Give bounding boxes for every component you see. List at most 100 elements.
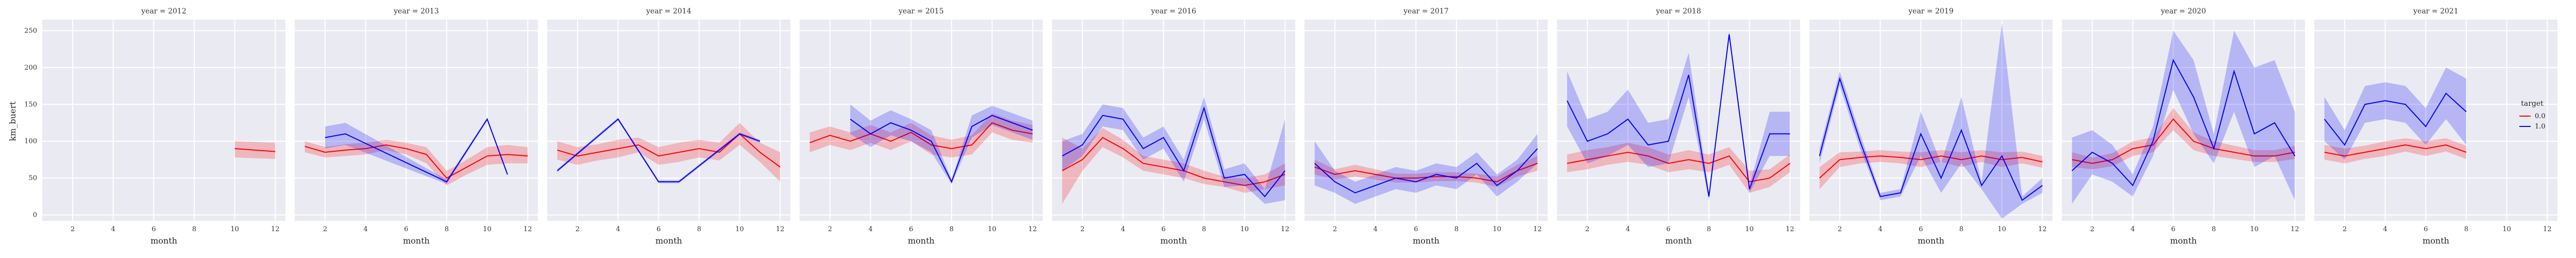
x-tick-label: 12 xyxy=(1028,225,1037,233)
facet-panel-8: 2 4 6 8 10 12 year = 2020 month xyxy=(2062,7,2305,246)
x-axis-label: month xyxy=(2422,236,2449,246)
x-tick-label: 2 xyxy=(323,225,327,233)
x-axis-label: month xyxy=(1160,236,1187,246)
x-tick-label: 10 xyxy=(735,225,744,233)
series-line-0.0 xyxy=(304,144,528,179)
x-axis-label: month xyxy=(655,236,682,246)
y-tick-label: 200 xyxy=(24,64,37,72)
x-tick-label: 6 xyxy=(151,225,156,233)
facet-panel-9: 2 4 6 8 10 12 year = 2021 month xyxy=(2314,7,2557,246)
x-axis-label: month xyxy=(1665,236,1692,246)
facet-panel-5: 2 4 6 8 10 12 year = 2017 month xyxy=(1304,7,1548,246)
panel-title: year = 2014 xyxy=(646,7,691,15)
series-line-1.0 xyxy=(850,115,1033,183)
x-tick-label: 8 xyxy=(1959,225,1963,233)
y-axis-label: km_buert xyxy=(8,101,18,141)
x-tick-label: 2 xyxy=(575,225,580,233)
x-tick-label: 12 xyxy=(271,225,280,233)
x-tick-label: 12 xyxy=(2291,225,2299,233)
panel-background xyxy=(1052,20,1295,221)
facet-panel-2: 2 4 6 8 10 12 year = 2014 month xyxy=(547,7,790,246)
x-tick-label: 2 xyxy=(1838,225,1842,233)
series-line-0.0 xyxy=(1062,137,1285,186)
series-line-0.0 xyxy=(809,122,1033,150)
series-line-0.0 xyxy=(2072,118,2295,164)
panel-title: year = 2012 xyxy=(141,7,187,15)
series-line-1.0 xyxy=(325,118,508,183)
facet-panel-7: 2 4 6 8 10 12 year = 2019 month xyxy=(1809,7,2053,246)
x-tick-label: 4 xyxy=(2383,225,2387,233)
x-tick-label: 8 xyxy=(2212,225,2216,233)
series-line-1.0 xyxy=(557,118,760,183)
x-tick-label: 10 xyxy=(2502,225,2511,233)
series-line-0.0 xyxy=(234,148,276,152)
series-line-0.0 xyxy=(1314,163,1538,183)
panel-background xyxy=(2062,20,2305,221)
x-tick-label: 12 xyxy=(2038,225,2047,233)
x-tick-label: 8 xyxy=(950,225,954,233)
legend-title: target xyxy=(2521,100,2544,108)
ci-band-0.0 xyxy=(1567,142,1790,193)
series-line-1.0 xyxy=(1314,148,1538,194)
panel-title: year = 2013 xyxy=(393,7,439,15)
series-line-1.0 xyxy=(2324,92,2467,146)
x-axis-label: month xyxy=(1413,236,1439,246)
panel-background xyxy=(1809,20,2053,221)
x-axis-label: month xyxy=(150,236,177,246)
x-tick-label: 8 xyxy=(2464,225,2468,233)
panel-background xyxy=(547,20,790,221)
x-tick-label: 10 xyxy=(483,225,492,233)
x-tick-label: 6 xyxy=(1414,225,1418,233)
x-tick-label: 8 xyxy=(1454,225,1459,233)
x-tick-label: 6 xyxy=(1161,225,1165,233)
facet-panel-4: 2 4 6 8 10 12 year = 2016 month xyxy=(1052,7,1295,246)
x-tick-label: 6 xyxy=(2171,225,2175,233)
facet-panel-3: 2 4 6 8 10 12 year = 2015 month xyxy=(800,7,1043,246)
x-tick-label: 10 xyxy=(1997,225,2006,233)
x-tick-label: 8 xyxy=(445,225,449,233)
x-tick-label: 10 xyxy=(988,225,996,233)
y-tick-label: 50 xyxy=(28,174,37,182)
panel-title: year = 2018 xyxy=(1655,7,1701,15)
ci-band-0.0 xyxy=(557,123,781,182)
panel-background xyxy=(800,20,1043,221)
series-line-0.0 xyxy=(2324,144,2467,157)
ci-band-0.0 xyxy=(2072,108,2295,169)
x-tick-label: 4 xyxy=(1121,225,1125,233)
series-line-1.0 xyxy=(1566,34,1790,197)
ci-band-1.0 xyxy=(2324,67,2466,160)
x-tick-label: 8 xyxy=(1202,225,1206,233)
panel-title: year = 2020 xyxy=(2160,7,2206,15)
panel-background xyxy=(42,20,285,221)
facet-panel-6: 2 4 6 8 10 12 year = 2018 month xyxy=(1557,7,1800,246)
legend-entry-0: 0.0 xyxy=(2519,112,2546,120)
x-tick-label: 8 xyxy=(192,225,196,233)
x-tick-label: 10 xyxy=(1745,225,1754,233)
x-tick-label: 12 xyxy=(1281,225,1290,233)
legend-label-0: 0.0 xyxy=(2535,112,2546,120)
x-tick-label: 6 xyxy=(404,225,408,233)
panel-title: year = 2016 xyxy=(1150,7,1196,15)
x-axis-label: month xyxy=(908,236,935,246)
x-tick-label: 4 xyxy=(2131,225,2135,233)
y-tick-label: 150 xyxy=(24,101,37,108)
x-tick-label: 12 xyxy=(1533,225,1542,233)
x-tick-label: 6 xyxy=(1919,225,1923,233)
series-line-1.0 xyxy=(2072,58,2296,187)
series-line-1.0 xyxy=(1062,106,1286,198)
series-line-0.0 xyxy=(1819,155,2043,179)
panel-background xyxy=(2314,20,2557,221)
x-tick-label: 8 xyxy=(697,225,701,233)
x-tick-label: 10 xyxy=(2250,225,2259,233)
y-tick-label: 0 xyxy=(33,212,37,219)
panel-title: year = 2021 xyxy=(2413,7,2459,15)
x-tick-label: 12 xyxy=(776,225,785,233)
x-tick-label: 6 xyxy=(909,225,913,233)
x-tick-label: 10 xyxy=(230,225,239,233)
panel-title: year = 2015 xyxy=(898,7,944,15)
x-tick-label: 2 xyxy=(1333,225,1337,233)
x-tick-label: 2 xyxy=(2090,225,2094,233)
x-tick-label: 4 xyxy=(869,225,873,233)
